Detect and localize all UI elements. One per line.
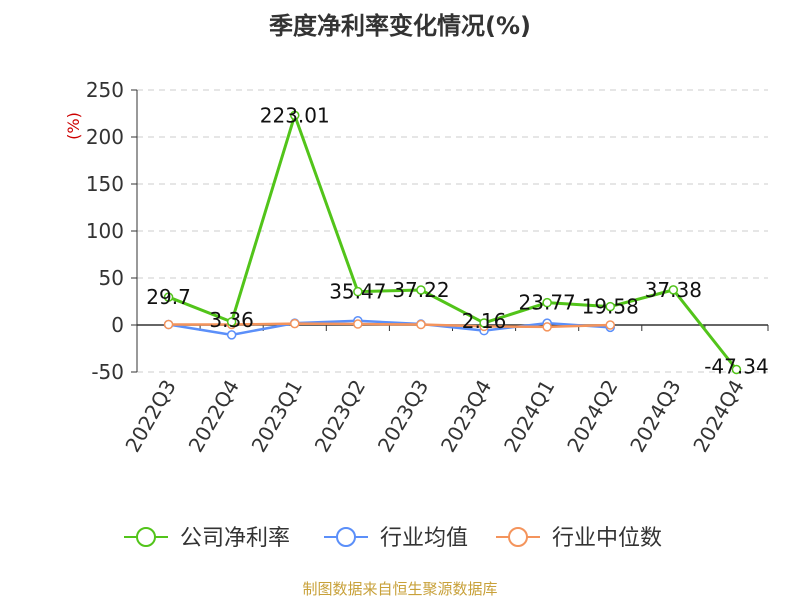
data-point[interactable] <box>605 301 615 312</box>
x-tick-label: 2024Q4 <box>688 376 748 457</box>
data-point[interactable] <box>416 285 426 295</box>
legend[interactable]: 公司净利率 行业均值 行业中位数 <box>124 526 662 551</box>
chart-title: 季度净利率变化情况(%) <box>269 12 531 40</box>
series-line <box>168 322 611 329</box>
y-tick-label: 100 <box>86 219 124 243</box>
x-tick-label: 2022Q4 <box>184 376 244 457</box>
x-tick-label: 2023Q1 <box>247 376 307 457</box>
series-line <box>168 319 611 337</box>
series-line <box>168 113 738 371</box>
data-point[interactable] <box>542 322 552 332</box>
data-label: 3.36 <box>209 308 254 332</box>
x-tick-label: 2024Q3 <box>625 376 685 457</box>
data-point[interactable] <box>353 286 363 297</box>
data-point[interactable] <box>290 110 300 121</box>
data-label: 37.38 <box>645 278 702 302</box>
data-point[interactable] <box>163 292 174 302</box>
x-tick-label: 2024Q2 <box>562 376 622 457</box>
data-point[interactable] <box>226 330 237 340</box>
data-point[interactable] <box>290 318 300 329</box>
data-label: 223.01 <box>260 103 330 127</box>
x-tick-label: 2024Q1 <box>499 376 559 457</box>
x-tick-label: 2023Q3 <box>373 376 433 457</box>
legend-label[interactable]: 公司净利率 <box>180 526 290 551</box>
y-tick-label: 250 <box>86 78 124 102</box>
data-point[interactable] <box>731 364 742 375</box>
data-labels: 29.7 3.36 223.01 35.47 37.22 2.16 23.77 19.5837… <box>146 103 768 378</box>
y-axis-label: (%) <box>64 112 83 140</box>
legend-label[interactable]: 行业均值 <box>380 526 468 551</box>
data-point[interactable] <box>163 319 174 330</box>
data-point[interactable] <box>668 285 679 295</box>
legend-marker[interactable] <box>136 527 156 547</box>
x-tick-label: 2023Q4 <box>436 376 496 457</box>
legend-marker[interactable] <box>508 527 528 547</box>
data-label: 37.22 <box>392 278 449 302</box>
y-tick-label: 150 <box>86 172 124 196</box>
data-label: 29.7 <box>146 285 191 309</box>
data-label: 2.16 <box>462 309 507 333</box>
data-label: 19.58 <box>582 295 639 319</box>
data-label: -47.34 <box>704 354 768 378</box>
y-tick-label: 0 <box>111 313 124 337</box>
series-lines <box>163 110 742 375</box>
y-tick-label: 50 <box>99 266 124 290</box>
data-point[interactable] <box>542 297 552 308</box>
data-label: 23.77 <box>519 291 576 315</box>
x-tick-label: 2023Q2 <box>310 376 370 457</box>
data-label: 35.47 <box>329 280 386 304</box>
data-point[interactable] <box>353 319 363 329</box>
y-tick-label: 200 <box>86 125 124 149</box>
legend-marker[interactable] <box>336 527 356 547</box>
legend-label[interactable]: 行业中位数 <box>552 526 662 551</box>
source-footer: 制图数据来自恒生聚源数据库 <box>302 580 498 598</box>
data-point[interactable] <box>416 319 426 330</box>
x-tick-label: 2022Q3 <box>120 376 180 457</box>
y-tick-label: -50 <box>91 360 124 384</box>
data-point[interactable] <box>479 318 489 328</box>
data-point[interactable] <box>605 320 615 330</box>
data-point[interactable] <box>226 317 237 327</box>
